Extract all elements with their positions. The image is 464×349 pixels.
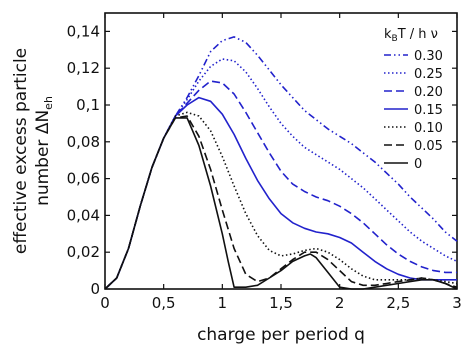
y-axis-title-subscript: eh [42, 96, 55, 110]
legend-label: 0.05 [414, 139, 443, 154]
legend-title-subscript: B [392, 34, 398, 44]
legend-label: 0.15 [414, 103, 443, 118]
series-lines [104, 36, 458, 290]
legend-label: 0.30 [414, 49, 443, 64]
legend-title-k: k [384, 27, 392, 42]
y-axis-title-main: number ΔN [33, 110, 53, 206]
y-tick-label: 0,12 [67, 59, 100, 77]
x-tick-label: 2 [335, 294, 345, 312]
y-tick-label: 0,02 [67, 243, 100, 261]
y-tick-label: 0,14 [67, 22, 100, 40]
series-line-0-25 [104, 58, 458, 290]
x-tick-label: 1,5 [269, 294, 293, 312]
legend-title: kBT / h ν [384, 27, 438, 44]
legend: kBT / h ν 0.30 0.25 0.20 0.15 0.10 0.05 0 [384, 27, 443, 172]
legend-items: 0.30 0.25 0.20 0.15 0.10 0.05 0 [384, 49, 443, 172]
series-line-0-30 [104, 36, 458, 290]
x-tick-label: 0 [100, 294, 110, 312]
y-axis-title: effective excess particle number ΔNeh [11, 48, 55, 254]
y-tick-label: 0,1 [76, 96, 100, 114]
x-tick-label: 3 [452, 294, 462, 312]
legend-label: 0.25 [414, 67, 443, 82]
legend-title-rest: T / h ν [397, 27, 438, 42]
y-axis-title-line1: effective excess particle [11, 48, 31, 254]
y-axis-title-line2: number ΔNeh [33, 96, 55, 206]
legend-label: 0.20 [414, 85, 443, 100]
y-tick-label: 0,08 [67, 133, 100, 151]
y-tick-label: 0 [90, 280, 100, 298]
series-line-0 [104, 117, 458, 290]
legend-label: 0.10 [414, 121, 443, 136]
axis-ticks: 0 0,5 1 1,5 2 2,5 3 0 0,02 0,04 0,06 0,08 0,1 0,12 0,1… [67, 13, 462, 312]
series-line-0-05 [104, 115, 458, 290]
series-line-0-10 [104, 111, 458, 290]
legend-label: 0 [414, 157, 422, 172]
series-line-0-20 [104, 80, 457, 290]
y-tick-label: 0,04 [67, 206, 100, 224]
y-tick-label: 0,06 [67, 170, 100, 188]
x-tick-label: 2,5 [386, 294, 410, 312]
x-tick-label: 0,5 [152, 294, 176, 312]
x-tick-label: 1 [218, 294, 228, 312]
x-axis-title: charge per period q [197, 325, 365, 345]
